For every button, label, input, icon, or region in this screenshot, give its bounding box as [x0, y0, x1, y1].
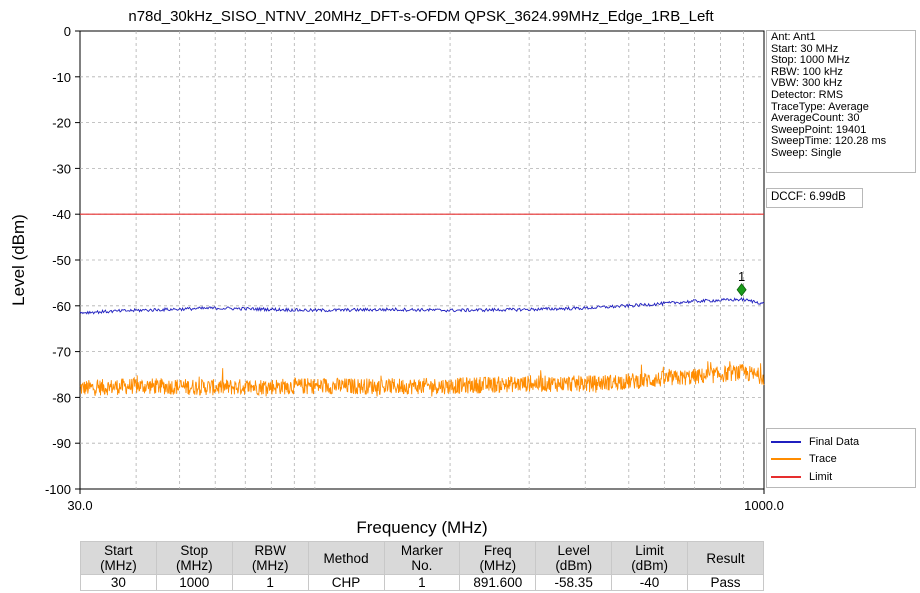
results-header-unit: (MHz) — [100, 558, 137, 573]
legend-label: Limit — [809, 470, 833, 483]
info-line: TraceType: Average — [771, 100, 869, 113]
y-tick-label: 0 — [64, 24, 71, 39]
marker-layer: 1 — [736, 269, 747, 297]
results-header-cell: Stop (MHz) — [155, 541, 233, 575]
y-tick-label: -100 — [45, 482, 71, 497]
info-line: SweepTime: 120.28 ms — [771, 135, 887, 148]
results-header-text: RBW — [254, 543, 286, 558]
results-header-unit: (MHz) — [251, 558, 289, 573]
chart-title: n78d_30kHz_SISO_NTNV_20MHz_DFT-s-OFDM QP… — [128, 8, 714, 25]
info-line: Sweep: Single — [771, 146, 842, 159]
results-header-unit: (MHz) — [175, 558, 213, 573]
legend-swatch — [771, 475, 801, 478]
results-cell: 1 — [231, 574, 309, 591]
results-cell: CHP — [307, 574, 385, 591]
results-table: Start (MHz) Stop (MHz) RBW (MHz) Method Marker N… — [80, 541, 764, 591]
y-tick-label: -50 — [52, 253, 71, 268]
results-header-text: Method — [323, 550, 369, 566]
marker-diamond — [736, 283, 747, 297]
series-line-final-data — [79, 296, 765, 315]
chart: n78d_30kHz_SISO_NTNV_20MHz_DFT-s-OFDM QP… — [9, 8, 784, 537]
info-line: AverageCount: 30 — [771, 112, 860, 125]
dccf-value: DCCF: 6.99dB — [771, 191, 846, 203]
legend-label: Trace — [809, 453, 837, 466]
y-tick-label: -10 — [52, 70, 71, 85]
legend-swatch — [771, 458, 801, 461]
results-header-cell: Method — [307, 541, 385, 575]
x-axis-label: Frequency (MHz) — [356, 518, 487, 537]
results-cell: 30 — [80, 574, 157, 591]
info-line: Start: 30 MHz — [771, 42, 839, 55]
x-tick-label: 1000.0 — [744, 498, 784, 513]
y-tick-label: -80 — [52, 390, 71, 405]
y-tick-label: -70 — [52, 345, 71, 360]
results-header-unit: (MHz) — [479, 558, 517, 573]
results-header-text: Stop — [180, 543, 209, 558]
results-header-cell: Level (dBm) — [535, 541, 613, 575]
results-header-cell: Freq (MHz) — [459, 541, 537, 575]
results-cell: Pass — [687, 574, 764, 591]
y-tick-label: -20 — [52, 116, 71, 131]
series-layer — [79, 213, 765, 397]
marker-label: 1 — [738, 269, 745, 284]
results-header-unit: No. — [411, 558, 433, 573]
series-line-trace — [79, 361, 765, 397]
results-header-text: Level — [557, 543, 590, 558]
results-header-cell: Result — [687, 541, 764, 575]
info-line: Detector: RMS — [771, 88, 844, 101]
legend-item: Limit — [771, 468, 911, 486]
y-axis-label: Level (dBm) — [9, 214, 28, 306]
legend-item: Final Data — [771, 433, 911, 451]
grid — [80, 31, 764, 489]
results-cell: 1 — [383, 574, 461, 591]
legend: Final Data Trace Limit — [766, 428, 916, 488]
results-cell: 891.600 — [459, 574, 537, 591]
info-line: Stop: 1000 MHz — [771, 54, 850, 67]
info-line: VBW: 300 kHz — [771, 77, 843, 90]
x-axis-ticks: 30.0 1000.0 — [67, 489, 784, 513]
results-header-row: Start (MHz) Stop (MHz) RBW (MHz) Method Marker N… — [80, 541, 764, 575]
info-line: SweepPoint: 19401 — [771, 123, 867, 136]
legend-label: Final Data — [809, 435, 860, 448]
y-tick-label: -30 — [52, 161, 71, 176]
legend-item: Trace — [771, 451, 911, 469]
dccf-box: DCCF: 6.99dB — [766, 188, 863, 208]
results-header-text: Freq — [483, 543, 512, 558]
x-tick-label: 30.0 — [67, 498, 92, 513]
results-header-unit: (dBm) — [555, 558, 593, 573]
results-cell: -40 — [611, 574, 688, 591]
results-data-row: 30 1000 1 CHP 1 891.600 -58.35 -40 Pass — [80, 574, 764, 591]
results-header-cell: Start (MHz) — [80, 541, 157, 575]
info-line: Ant: Ant1 — [771, 31, 816, 43]
results-header-cell: Marker No. — [383, 541, 461, 575]
info-line: RBW: 100 kHz — [771, 65, 843, 78]
results-header-text: Marker — [400, 543, 443, 558]
results-header-text: Result — [706, 550, 745, 566]
y-axis-ticks: 0 -10 -20 -30 -40 -50 -60 -70 -80 -90 -100 — [45, 24, 80, 497]
measurement-info-box: Ant: Ant1 Start: 30 MHz Stop: 1000 MHz RBW:… — [766, 30, 916, 173]
results-cell: -58.35 — [535, 574, 613, 591]
results-header-cell: RBW (MHz) — [231, 541, 309, 575]
y-tick-label: -60 — [52, 299, 71, 314]
results-header-unit: (dBm) — [631, 558, 668, 573]
results-header-text: Limit — [635, 543, 664, 558]
results-header-cell: Limit (dBm) — [611, 541, 688, 575]
y-tick-label: -90 — [52, 436, 71, 451]
results-header-text: Start — [104, 543, 133, 558]
results-cell: 1000 — [155, 574, 233, 591]
y-tick-label: -40 — [52, 207, 71, 222]
legend-swatch — [771, 440, 801, 443]
